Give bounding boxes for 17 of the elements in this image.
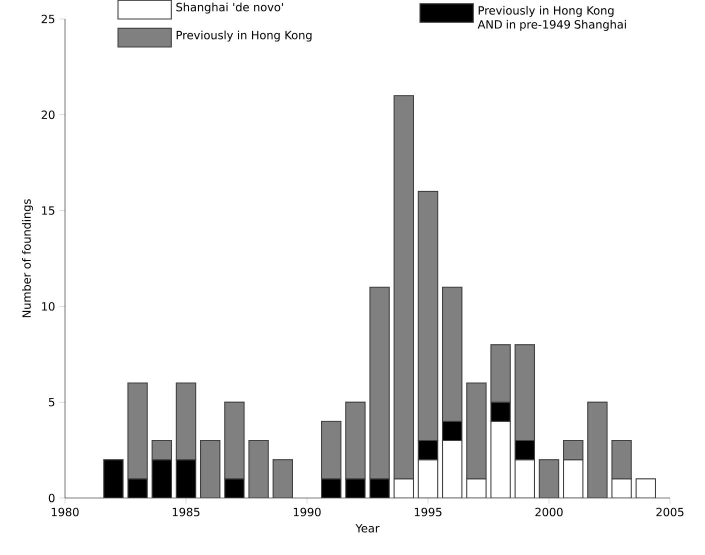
x-tick-label: 2000 [535, 508, 563, 516]
legend-label: Shanghai 'de novo' [176, 2, 283, 14]
x-tick-label: 1990 [294, 508, 321, 516]
y-tick-label: 20 [42, 110, 55, 120]
x-tick-label: 2005 [656, 508, 684, 516]
y-axis-title: Number of foundings [22, 199, 34, 318]
x-tick-label: 1985 [172, 508, 200, 516]
y-tick-label: 0 [48, 494, 55, 502]
y-tick-label: 5 [48, 398, 54, 406]
x-axis-title: Year [355, 524, 380, 533]
x-tick-label: 1995 [414, 508, 442, 516]
x-tick-label: 1980 [52, 508, 79, 516]
legend-label: Previously in Hong Kong AND in pre-1949 Shanghai [478, 6, 626, 31]
y-tick-label: 10 [42, 302, 55, 311]
y-tick-label: 15 [42, 206, 54, 215]
legend-label: Previously in Hong Kong [176, 30, 312, 42]
y-tick-label: 25 [42, 14, 54, 24]
